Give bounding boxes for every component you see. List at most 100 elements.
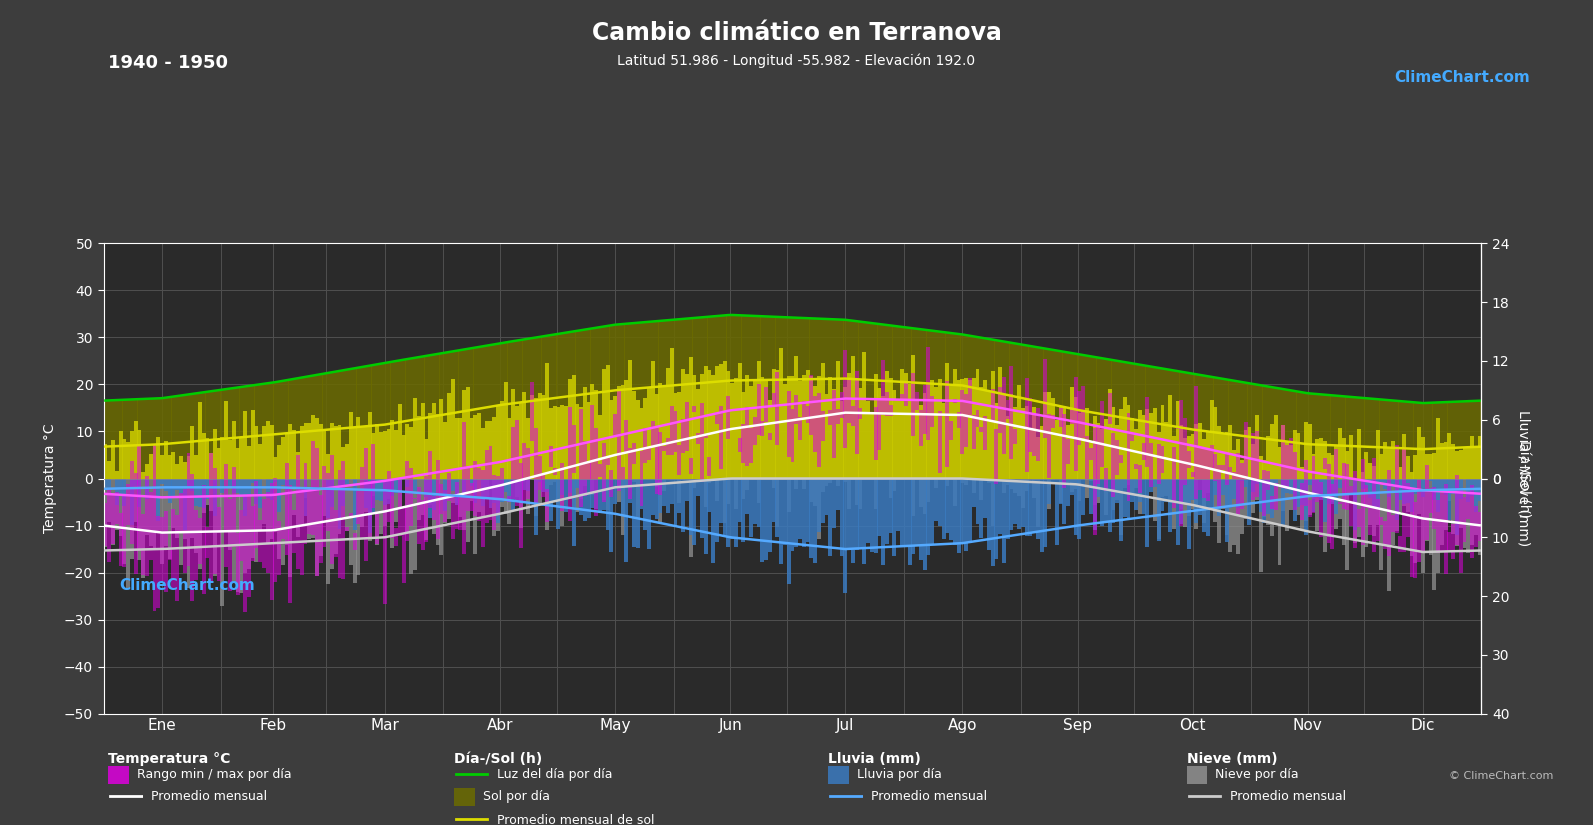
Bar [1440, 493, 1443, 550]
Bar [159, 478, 164, 564]
Bar [1440, 478, 1443, 490]
Bar [663, 446, 666, 450]
Bar [776, 478, 779, 527]
Bar [519, 478, 523, 502]
Bar [1176, 427, 1179, 429]
Bar [153, 398, 156, 478]
Bar [897, 400, 900, 478]
Bar [451, 351, 454, 478]
Bar [542, 395, 545, 478]
Bar [1407, 455, 1410, 478]
Bar [1305, 393, 1308, 478]
Bar [1137, 410, 1142, 478]
Bar [123, 400, 126, 478]
Bar [1112, 433, 1115, 497]
Bar [938, 332, 941, 478]
Bar [244, 411, 247, 478]
Bar [1462, 497, 1467, 542]
Bar [269, 478, 274, 500]
Bar [435, 460, 440, 540]
Bar [1399, 535, 1402, 552]
Bar [933, 478, 938, 521]
Bar [244, 478, 247, 516]
Bar [594, 427, 599, 516]
Bar [315, 478, 319, 577]
Bar [368, 365, 371, 478]
Bar [1394, 447, 1399, 478]
Bar [393, 430, 398, 478]
Bar [873, 323, 878, 478]
Bar [118, 513, 123, 566]
Bar [1478, 478, 1481, 554]
Bar [1161, 446, 1164, 473]
Bar [1470, 478, 1474, 545]
Bar [677, 478, 682, 513]
Bar [572, 425, 575, 473]
Bar [710, 316, 715, 478]
Bar [459, 418, 462, 478]
Bar [1327, 395, 1330, 478]
Bar [636, 400, 640, 478]
Text: Sol por día: Sol por día [483, 790, 550, 804]
Bar [417, 357, 421, 478]
Bar [112, 441, 115, 478]
Bar [1063, 478, 1066, 524]
Bar [597, 414, 602, 478]
Bar [1172, 478, 1176, 529]
Bar [1437, 403, 1440, 478]
Bar [1055, 420, 1059, 478]
Bar [296, 478, 299, 537]
Bar [274, 478, 277, 532]
Bar [228, 440, 233, 478]
Bar [919, 478, 922, 559]
Bar [1131, 363, 1134, 478]
Bar [1134, 478, 1137, 488]
Bar [1184, 478, 1187, 503]
Bar [1209, 446, 1214, 469]
Bar [1338, 478, 1341, 488]
Bar [715, 316, 718, 478]
Bar [1203, 478, 1206, 532]
Bar [975, 410, 980, 427]
Bar [930, 478, 933, 544]
Bar [335, 426, 338, 478]
Bar [1131, 478, 1134, 502]
Bar [1255, 415, 1258, 478]
Bar [1402, 478, 1407, 504]
Bar [503, 478, 508, 514]
Bar [945, 363, 949, 478]
Bar [1399, 478, 1402, 512]
Bar [481, 470, 484, 547]
Bar [1399, 478, 1402, 500]
Text: Lluvia (mm): Lluvia (mm) [828, 752, 921, 766]
Bar [1289, 478, 1294, 510]
Bar [930, 396, 933, 427]
Bar [768, 433, 773, 441]
Bar [1149, 478, 1153, 492]
Bar [239, 478, 244, 593]
Bar [1220, 478, 1225, 495]
Bar [911, 328, 916, 478]
Bar [292, 478, 296, 488]
Bar [1209, 478, 1214, 509]
Bar [107, 489, 112, 562]
Bar [867, 323, 870, 478]
Bar [658, 383, 663, 478]
Bar [1002, 342, 1005, 478]
Bar [145, 478, 148, 535]
Bar [693, 406, 696, 412]
Bar [1255, 478, 1258, 500]
Bar [115, 471, 119, 478]
Bar [828, 377, 832, 478]
Bar [1319, 437, 1324, 478]
Bar [424, 475, 429, 542]
Bar [806, 478, 809, 543]
Bar [255, 478, 258, 563]
Bar [597, 464, 602, 477]
Bar [900, 478, 903, 547]
Bar [258, 521, 263, 562]
Bar [307, 478, 311, 540]
Bar [1383, 478, 1388, 545]
Bar [1107, 360, 1112, 478]
Bar [594, 389, 599, 478]
